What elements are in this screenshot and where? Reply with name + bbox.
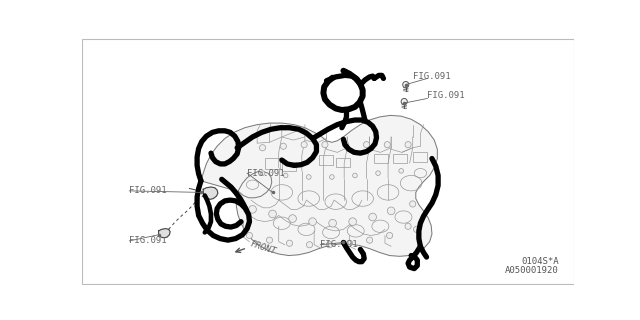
Circle shape — [410, 201, 416, 207]
Text: 0104S*A: 0104S*A — [522, 257, 559, 266]
Circle shape — [364, 141, 369, 148]
Circle shape — [249, 205, 257, 213]
Circle shape — [308, 218, 316, 226]
Circle shape — [307, 242, 312, 248]
Circle shape — [246, 232, 253, 239]
Circle shape — [329, 219, 337, 227]
Circle shape — [326, 242, 333, 248]
Circle shape — [401, 99, 407, 105]
Bar — [374, 154, 388, 163]
Circle shape — [301, 141, 307, 148]
Circle shape — [413, 226, 420, 232]
Circle shape — [269, 210, 276, 218]
Circle shape — [376, 171, 380, 175]
Bar — [413, 152, 427, 162]
Circle shape — [387, 207, 395, 215]
Circle shape — [289, 215, 296, 222]
Text: FIG.091: FIG.091 — [428, 91, 465, 100]
Text: FIG.091: FIG.091 — [129, 186, 167, 195]
Text: FRONT: FRONT — [250, 239, 278, 256]
Circle shape — [387, 232, 393, 239]
Circle shape — [399, 169, 403, 173]
Circle shape — [369, 213, 376, 221]
Text: FIG.091: FIG.091 — [247, 169, 285, 178]
Circle shape — [346, 240, 353, 246]
Text: A050001920: A050001920 — [505, 267, 559, 276]
Polygon shape — [159, 228, 170, 238]
Bar — [319, 156, 333, 165]
Text: FIG.091: FIG.091 — [413, 72, 451, 81]
Circle shape — [322, 141, 328, 148]
Polygon shape — [201, 116, 437, 256]
Circle shape — [384, 141, 390, 148]
Circle shape — [405, 223, 411, 229]
Circle shape — [287, 240, 292, 246]
Bar — [394, 154, 407, 163]
Circle shape — [405, 141, 411, 148]
Circle shape — [259, 145, 266, 151]
Circle shape — [403, 82, 409, 88]
Circle shape — [260, 171, 265, 175]
Circle shape — [284, 173, 288, 178]
Bar — [282, 162, 296, 171]
Polygon shape — [204, 187, 218, 199]
Circle shape — [307, 175, 311, 179]
Text: FIG.091: FIG.091 — [320, 240, 358, 249]
Circle shape — [266, 237, 273, 243]
Circle shape — [342, 141, 349, 148]
Text: FIG.091: FIG.091 — [129, 236, 167, 245]
Circle shape — [280, 143, 287, 149]
Bar — [336, 158, 349, 167]
Circle shape — [349, 218, 356, 226]
Circle shape — [353, 173, 357, 178]
Bar — [265, 158, 280, 169]
Circle shape — [367, 237, 372, 243]
Circle shape — [330, 175, 334, 179]
